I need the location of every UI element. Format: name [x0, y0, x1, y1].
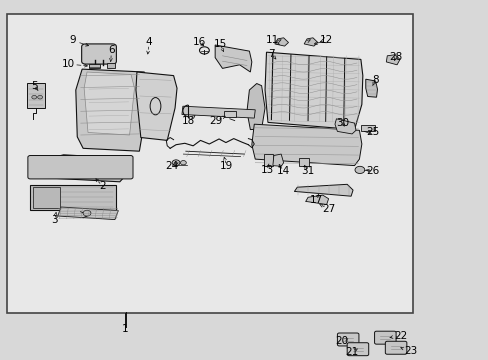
- Bar: [89, 64, 100, 68]
- Polygon shape: [334, 119, 355, 134]
- Bar: [224, 111, 236, 117]
- FancyBboxPatch shape: [374, 331, 395, 344]
- Polygon shape: [264, 52, 362, 130]
- FancyBboxPatch shape: [337, 333, 358, 346]
- Polygon shape: [251, 124, 361, 166]
- Text: 31: 31: [301, 166, 314, 176]
- Text: 25: 25: [365, 127, 379, 138]
- Text: 11: 11: [265, 35, 279, 45]
- Circle shape: [180, 161, 186, 165]
- Bar: [264, 154, 272, 166]
- Polygon shape: [215, 45, 251, 72]
- FancyBboxPatch shape: [28, 156, 133, 179]
- Bar: [7, 14, 412, 313]
- Text: 8: 8: [371, 75, 378, 85]
- FancyBboxPatch shape: [346, 343, 368, 356]
- Text: 17: 17: [309, 195, 323, 205]
- Bar: [106, 63, 115, 68]
- Text: 10: 10: [62, 59, 75, 69]
- Text: 22: 22: [393, 330, 407, 341]
- Text: 13: 13: [260, 165, 273, 175]
- Polygon shape: [136, 72, 177, 140]
- Polygon shape: [305, 195, 328, 204]
- Polygon shape: [246, 84, 264, 130]
- Text: 30: 30: [335, 118, 348, 128]
- Text: 1: 1: [121, 324, 128, 334]
- Text: 21: 21: [345, 347, 358, 357]
- Polygon shape: [84, 72, 134, 135]
- Polygon shape: [58, 207, 118, 220]
- Circle shape: [32, 95, 37, 99]
- Text: 26: 26: [365, 166, 379, 176]
- Text: 20: 20: [335, 336, 348, 346]
- Polygon shape: [386, 55, 399, 65]
- Polygon shape: [32, 155, 128, 182]
- Text: 2: 2: [99, 181, 106, 192]
- Text: 5: 5: [31, 81, 38, 91]
- Polygon shape: [294, 184, 352, 196]
- Bar: [360, 125, 374, 131]
- Polygon shape: [365, 79, 377, 97]
- Polygon shape: [272, 154, 283, 166]
- Text: 16: 16: [192, 37, 206, 48]
- Polygon shape: [182, 106, 255, 118]
- Bar: [299, 158, 308, 166]
- Polygon shape: [27, 83, 45, 108]
- FancyBboxPatch shape: [385, 341, 406, 354]
- Text: 12: 12: [319, 35, 333, 45]
- FancyBboxPatch shape: [81, 44, 116, 64]
- Circle shape: [172, 160, 180, 166]
- Text: 18: 18: [181, 116, 195, 126]
- Text: 19: 19: [220, 161, 233, 171]
- Circle shape: [38, 95, 42, 99]
- Text: 28: 28: [388, 52, 402, 62]
- Polygon shape: [274, 38, 288, 46]
- Text: 7: 7: [267, 49, 274, 59]
- Bar: [30, 185, 116, 210]
- Text: 29: 29: [209, 116, 223, 126]
- Polygon shape: [76, 69, 149, 151]
- Text: 4: 4: [145, 37, 152, 48]
- Bar: [33, 187, 60, 208]
- Text: 6: 6: [108, 45, 115, 55]
- Text: 27: 27: [321, 204, 335, 214]
- Text: 24: 24: [165, 161, 179, 171]
- Text: 14: 14: [276, 166, 290, 176]
- Text: 23: 23: [403, 346, 417, 356]
- Text: 3: 3: [51, 215, 58, 225]
- Circle shape: [354, 166, 364, 174]
- Text: 9: 9: [69, 35, 76, 45]
- Polygon shape: [304, 38, 317, 46]
- Text: 15: 15: [213, 39, 226, 49]
- Circle shape: [83, 210, 91, 216]
